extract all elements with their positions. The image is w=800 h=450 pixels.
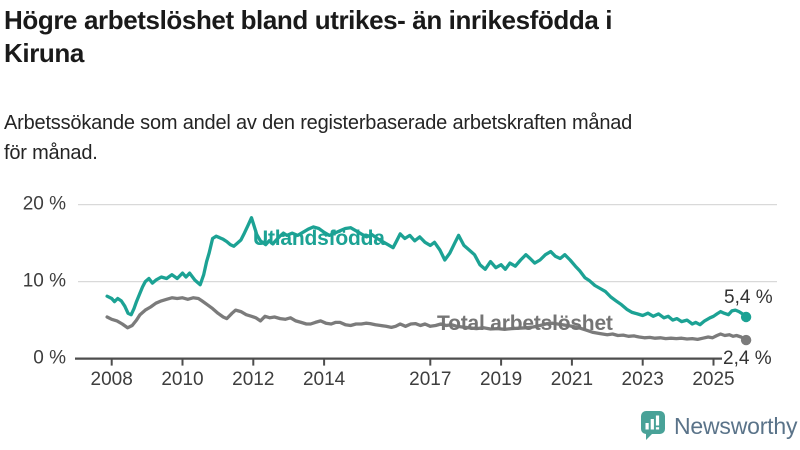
x-axis-label: 2023 [621,369,664,390]
x-axis-label: 2008 [90,369,133,390]
y-axis-label: 20 % [22,193,66,215]
chart-subtitle-line2: för månad. [4,142,98,164]
x-axis-label: 2010 [161,369,204,390]
brand-name: Newsworthy [674,412,798,439]
newsworthy-logo-icon [641,411,665,440]
series-label-utlandsfodda: Utlandsfödda [253,227,385,250]
y-axis-label: 10 % [22,270,66,292]
chart-title: Högre arbetslöshet bland utrikes- än inr… [4,4,612,70]
x-axis-label: 2012 [232,369,275,390]
series-label-total-arbetsloshet: Total arbetslöshet [437,312,613,335]
x-axis-label: 2019 [479,369,523,390]
chart-subtitle-line1: Arbetssökande som andel av den registerb… [4,112,633,134]
chart-title-line2: Kiruna [4,38,84,68]
x-axis-label: 2025 [692,369,735,390]
series-line-1 [105,296,748,342]
end-value-label-total-arbetsloshet: 2,4 % [722,348,773,370]
newsworthy-logo: Newsworthy [641,411,797,441]
x-axis-label: 2021 [550,369,594,390]
x-axis-label: 2014 [302,369,346,390]
end-value-label-utlandsfodda: 5,4 % [724,287,773,308]
series-end-dot-0 [740,311,752,323]
x-axis-label: 2017 [409,369,452,390]
chart-subtitle: Arbetssökande som andel av den registerb… [4,108,632,168]
series-end-dot-1 [740,334,752,346]
y-axis-label: 0 % [33,347,66,369]
chart-title-line1: Högre arbetslöshet bland utrikes- än inr… [4,5,613,35]
series-line-0 [105,216,748,327]
